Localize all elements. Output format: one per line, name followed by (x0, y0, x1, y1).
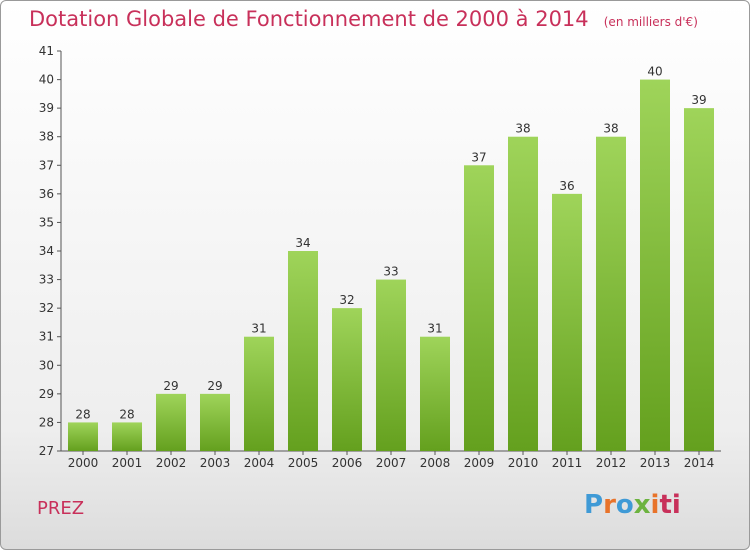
y-tick-label: 41 (39, 44, 54, 58)
y-tick-label: 36 (39, 187, 54, 201)
y-tick-label: 40 (39, 73, 54, 87)
bar-value-label: 31 (427, 322, 442, 336)
bar-2000 (68, 422, 98, 451)
bar-value-label: 34 (295, 236, 310, 250)
bar-value-label: 29 (163, 379, 178, 393)
x-tick-label: 2007 (376, 456, 407, 470)
bar-value-label: 28 (119, 407, 134, 421)
y-tick-label: 35 (39, 215, 54, 229)
bar-2007 (376, 279, 406, 451)
bar-2001 (112, 422, 142, 451)
x-tick-label: 2013 (640, 456, 671, 470)
x-tick-label: 2014 (684, 456, 715, 470)
y-tick-label: 28 (39, 415, 54, 429)
bar-value-label: 39 (691, 93, 706, 107)
y-tick-label: 27 (39, 444, 54, 458)
commune-name: PREZ (37, 498, 85, 519)
bar-value-label: 29 (207, 379, 222, 393)
x-tick-label: 2005 (288, 456, 319, 470)
bar-value-label: 38 (515, 122, 530, 136)
y-tick-label: 38 (39, 130, 54, 144)
bar-2006 (332, 308, 362, 451)
x-tick-label: 2012 (596, 456, 627, 470)
x-tick-label: 2003 (200, 456, 231, 470)
bar-value-label: 40 (647, 65, 662, 79)
y-tick-label: 31 (39, 330, 54, 344)
y-tick-label: 30 (39, 358, 54, 372)
bar-2011 (552, 193, 582, 451)
chart-unit-note: (en milliers d'€) (603, 15, 698, 29)
bar-value-label: 33 (383, 265, 398, 279)
bar-2004 (244, 336, 274, 451)
x-tick-label: 2008 (420, 456, 451, 470)
x-tick-label: 2000 (68, 456, 99, 470)
bar-2009 (464, 165, 494, 452)
x-tick-label: 2004 (244, 456, 275, 470)
bar-2008 (420, 336, 450, 451)
proxiti-logo: Proxiti (584, 490, 681, 520)
bar-value-label: 28 (75, 407, 90, 421)
bar-2005 (288, 251, 318, 451)
y-tick-label: 34 (39, 244, 54, 258)
x-tick-label: 2002 (156, 456, 187, 470)
y-tick-label: 33 (39, 273, 54, 287)
bar-2013 (640, 79, 670, 452)
bar-2002 (156, 393, 186, 451)
bar-value-label: 36 (559, 179, 574, 193)
x-tick-label: 2011 (552, 456, 583, 470)
bar-2010 (508, 136, 538, 451)
bar-2003 (200, 393, 230, 451)
x-tick-label: 2009 (464, 456, 495, 470)
chart-bars: 28 28 29 29 31 34 32 33 31 37 38 36 38 40 39 (68, 65, 714, 452)
chart-axes: 27 28 29 30 31 32 33 34 35 36 37 38 39 40 41 2000 2001 20… (39, 44, 721, 470)
bar-2012 (596, 136, 626, 451)
bar-value-label: 37 (471, 150, 486, 164)
bar-value-label: 32 (339, 293, 354, 307)
y-tick-label: 39 (39, 101, 54, 115)
x-tick-label: 2010 (508, 456, 539, 470)
bar-2014 (684, 108, 714, 452)
y-tick-label: 29 (39, 387, 54, 401)
chart-title-text: Dotation Globale de Fonctionnement de 20… (29, 7, 589, 31)
y-tick-label: 32 (39, 301, 54, 315)
bar-value-label: 31 (251, 322, 266, 336)
y-tick-label: 37 (39, 158, 54, 172)
x-tick-label: 2006 (332, 456, 363, 470)
bar-value-label: 38 (603, 122, 618, 136)
x-tick-label: 2001 (112, 456, 143, 470)
chart-title: Dotation Globale de Fonctionnement de 20… (29, 7, 698, 31)
